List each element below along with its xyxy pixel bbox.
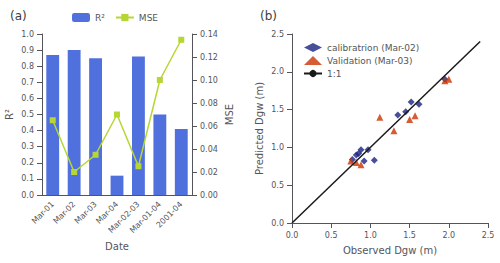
svg-text:1:1: 1:1 [327, 69, 341, 79]
svg-text:Mar-02-03: Mar-02-03 [106, 199, 142, 235]
svg-text:0.8: 0.8 [21, 62, 34, 71]
svg-text:0.1: 0.1 [21, 174, 34, 183]
svg-text:2001-04: 2001-04 [155, 200, 185, 230]
svg-text:Mar-01: Mar-01 [30, 200, 56, 226]
svg-text:(b): (b) [260, 9, 277, 23]
svg-text:0.2: 0.2 [21, 158, 34, 167]
svg-text:R²: R² [4, 109, 15, 120]
svg-text:calibratrion (Mar-02): calibratrion (Mar-02) [327, 43, 419, 53]
svg-text:1.5: 1.5 [271, 105, 284, 114]
svg-text:1.0: 1.0 [21, 30, 34, 39]
svg-text:0.10: 0.10 [200, 76, 218, 85]
svg-text:0.14: 0.14 [200, 30, 218, 39]
svg-text:2.0: 2.0 [271, 67, 284, 76]
svg-text:0.0: 0.0 [21, 191, 34, 200]
svg-text:R²: R² [95, 13, 105, 23]
svg-text:0.04: 0.04 [200, 145, 218, 154]
svg-text:Date: Date [105, 241, 129, 252]
svg-text:0.12: 0.12 [200, 53, 218, 62]
svg-text:0.4: 0.4 [21, 126, 34, 135]
svg-text:Validation (Mar-03): Validation (Mar-03) [327, 56, 412, 66]
svg-text:0.5: 0.5 [325, 231, 338, 240]
svg-text:0.6: 0.6 [21, 94, 34, 103]
svg-text:0.02: 0.02 [200, 168, 218, 177]
svg-text:Mar-02: Mar-02 [51, 200, 77, 226]
svg-text:0.5: 0.5 [271, 181, 284, 190]
svg-text:Predicted Dgw (m): Predicted Dgw (m) [254, 82, 265, 175]
svg-text:2.5: 2.5 [271, 30, 284, 39]
svg-text:1.0: 1.0 [364, 231, 377, 240]
svg-text:(a): (a) [10, 9, 27, 23]
svg-text:2.5: 2.5 [482, 231, 495, 240]
svg-text:1.0: 1.0 [271, 143, 284, 152]
svg-text:Mar-01-04: Mar-01-04 [128, 200, 163, 235]
svg-text:Mar-03: Mar-03 [73, 200, 99, 226]
svg-text:0.0: 0.0 [271, 219, 284, 228]
svg-text:0.7: 0.7 [21, 78, 34, 87]
svg-text:0.5: 0.5 [21, 110, 34, 119]
svg-text:0.00: 0.00 [200, 191, 218, 200]
svg-text:0.3: 0.3 [21, 142, 34, 151]
svg-text:0.08: 0.08 [200, 99, 218, 108]
svg-text:0.0: 0.0 [286, 231, 299, 240]
svg-text:0.9: 0.9 [21, 46, 34, 55]
svg-text:MSE: MSE [139, 13, 158, 23]
svg-text:2.0: 2.0 [442, 231, 455, 240]
svg-text:MSE: MSE [224, 104, 235, 125]
svg-text:Mar-04: Mar-04 [94, 199, 121, 226]
svg-text:0.06: 0.06 [200, 122, 218, 131]
svg-text:1.5: 1.5 [403, 231, 416, 240]
svg-text:Observed Dgw (m): Observed Dgw (m) [343, 245, 437, 256]
